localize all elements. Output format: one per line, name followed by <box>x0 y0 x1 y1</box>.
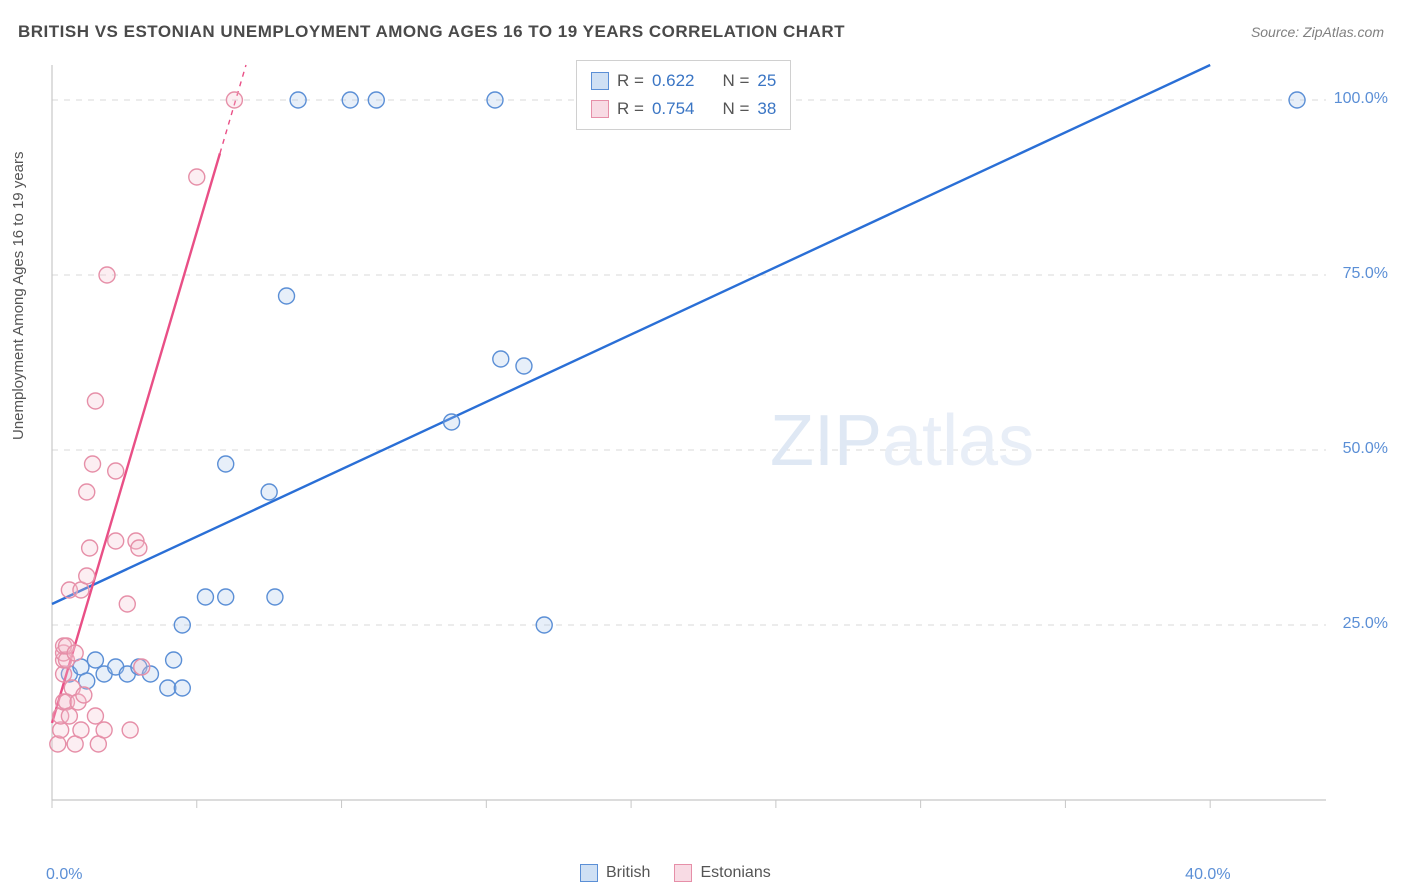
legend-r-value: 0.754 <box>652 95 695 123</box>
legend-swatch <box>580 864 598 882</box>
legend-n-value: 25 <box>757 67 776 95</box>
legend-r-label: R = <box>617 67 644 95</box>
legend-swatch <box>591 100 609 118</box>
legend-correlation-row: R = 0.622 N = 25 <box>591 67 776 95</box>
legend-swatch <box>591 72 609 90</box>
series-legend: British Estonians <box>580 864 771 882</box>
legend-series-label: British <box>606 864 650 881</box>
legend-series-item: Estonians <box>674 864 770 882</box>
chart-area <box>46 60 1376 830</box>
x-tick-label: 0.0% <box>46 866 82 884</box>
y-tick-label: 50.0% <box>1343 440 1388 458</box>
legend-correlation-row: R = 0.754 N = 38 <box>591 95 776 123</box>
y-tick-label: 100.0% <box>1334 90 1388 108</box>
legend-series-label: Estonians <box>700 864 770 881</box>
y-tick-label: 25.0% <box>1343 615 1388 633</box>
legend-n-value: 38 <box>757 95 776 123</box>
scatter-plot-svg <box>46 60 1376 830</box>
source-attribution: Source: ZipAtlas.com <box>1251 24 1384 40</box>
x-tick-label: 40.0% <box>1185 866 1230 884</box>
legend-r-label: R = <box>617 95 644 123</box>
y-axis-label: Unemployment Among Ages 16 to 19 years <box>10 151 27 440</box>
legend-series-item: British <box>580 864 650 882</box>
chart-title: BRITISH VS ESTONIAN UNEMPLOYMENT AMONG A… <box>18 22 845 42</box>
legend-n-label: N = <box>722 95 749 123</box>
legend-swatch <box>674 864 692 882</box>
y-tick-label: 75.0% <box>1343 265 1388 283</box>
correlation-legend: R = 0.622 N = 25 R = 0.754 N = 38 <box>576 60 791 130</box>
legend-n-label: N = <box>722 67 749 95</box>
legend-r-value: 0.622 <box>652 67 695 95</box>
